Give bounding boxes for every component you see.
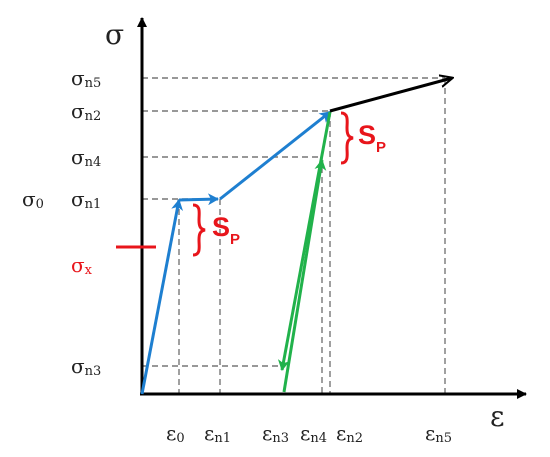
unload-reload-path: [277, 111, 332, 393]
continuation-line: [329, 78, 452, 113]
y-axis-title: σ: [105, 18, 124, 51]
y-label-s0: σ0: [22, 187, 44, 212]
axes: [137, 17, 527, 399]
x-label-en4: εn4: [300, 421, 327, 446]
x-label-en3: εn3: [262, 421, 289, 446]
sp-label-upper: SP: [358, 120, 386, 156]
y-label-sn3: σn3: [71, 354, 101, 379]
x-label-en5: εn5: [425, 421, 452, 446]
brace-sp-lower: [192, 203, 206, 257]
loading-segment-elastic: [140, 199, 184, 395]
y-label-sn4: σn4: [71, 145, 101, 170]
y-label-sn2: σn2: [71, 99, 101, 124]
loading-path: [140, 110, 331, 395]
sp-label-lower: SP: [212, 212, 240, 248]
x-label-en1: εn1: [204, 421, 231, 446]
y-label-sn5: σn5: [71, 66, 101, 91]
unloading-line: [277, 111, 332, 371]
loading-segment-hardening: [219, 110, 331, 201]
guide-lines: [142, 77, 446, 393]
y-label-sx: σx: [71, 253, 93, 278]
reloading-line: [282, 159, 327, 393]
x-label-e0: ε0: [166, 421, 185, 446]
y-label-sn1: σn1: [71, 187, 101, 212]
x-label-en2: εn2: [336, 421, 363, 446]
x-axis-title: ε: [490, 400, 505, 433]
loading-segment-plateau: [178, 193, 219, 206]
brace-sp-upper: [340, 111, 354, 165]
